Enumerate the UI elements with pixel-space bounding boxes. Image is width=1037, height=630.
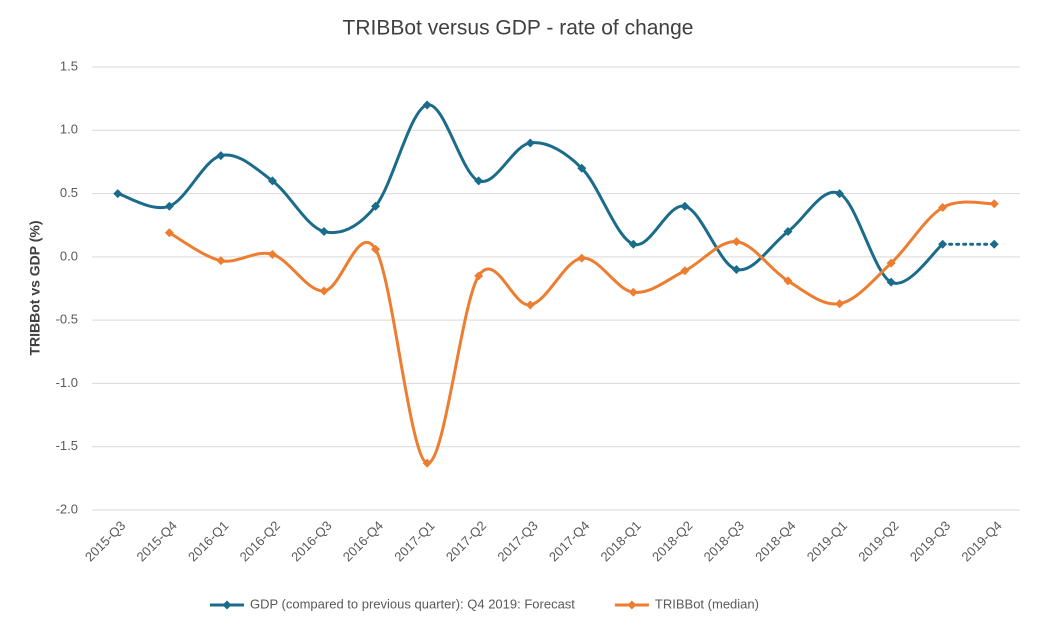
legend-item: TRIBBot (median) (614, 596, 759, 611)
y-tick-label: 1.0 (60, 122, 78, 137)
data-point (938, 239, 948, 249)
data-point (577, 253, 587, 263)
chart-title: TRIBBot versus GDP - rate of change (343, 17, 694, 40)
data-point (577, 163, 587, 173)
x-tick-label: 2019-Q3 (907, 518, 953, 564)
data-point (113, 189, 123, 199)
data-point (267, 176, 277, 186)
data-point (783, 227, 793, 237)
data-point (835, 299, 845, 309)
data-point (680, 201, 690, 211)
data-point (267, 249, 277, 259)
x-tick-label: 2018-Q4 (752, 518, 798, 564)
y-tick-label: 1.5 (60, 58, 78, 73)
data-point (422, 100, 432, 110)
data-point (680, 266, 690, 276)
data-point (835, 189, 845, 199)
legend-item: GDP (compared to previous quarter): Q4 2… (210, 596, 575, 611)
x-tick-label: 2017-Q3 (494, 518, 540, 564)
data-point (164, 201, 174, 211)
data-point (783, 276, 793, 286)
data-point (319, 286, 329, 296)
data-point (628, 239, 638, 249)
x-tick-label: 2017-Q4 (546, 518, 592, 564)
y-tick-label: -0.5 (56, 312, 78, 327)
data-point (989, 239, 999, 249)
data-point (886, 277, 896, 287)
legend-marker (627, 600, 637, 610)
data-point (164, 228, 174, 238)
x-tick-label: 2018-Q1 (598, 518, 644, 564)
series-line (168, 200, 995, 465)
x-tick-label: 2016-Q1 (185, 518, 231, 564)
legend-label: GDP (compared to previous quarter): Q4 2… (250, 596, 575, 611)
y-tick-label: 0.5 (60, 185, 78, 200)
x-tick-label: 2018-Q3 (701, 518, 747, 564)
x-tick-label: 2018-Q2 (649, 518, 695, 564)
data-point (938, 202, 948, 212)
data-point (474, 271, 484, 281)
data-point (216, 256, 226, 266)
x-tick-label: 2017-Q2 (443, 518, 489, 564)
data-point (731, 265, 741, 275)
x-tick-label: 2016-Q3 (288, 518, 334, 564)
data-point (422, 458, 432, 468)
y-tick-label: -1.0 (56, 375, 78, 390)
data-point (886, 258, 896, 268)
data-point (371, 201, 381, 211)
data-point (371, 244, 381, 254)
data-point (628, 287, 638, 297)
data-point (216, 151, 226, 161)
x-tick-label: 2016-Q2 (237, 518, 283, 564)
data-point (474, 176, 484, 186)
data-point (525, 300, 535, 310)
legend-marker (222, 600, 232, 610)
x-tick-label: 2019-Q1 (804, 518, 850, 564)
x-tick-label: 2017-Q1 (391, 518, 437, 564)
x-tick-label: 2015-Q4 (134, 518, 180, 564)
data-point (989, 199, 999, 209)
data-point (731, 237, 741, 247)
x-tick-label: 2015-Q3 (82, 518, 128, 564)
y-tick-label: -2.0 (56, 501, 78, 516)
y-axis-label: TRIBBot vs GDP (%) (27, 220, 43, 355)
y-tick-label: -1.5 (56, 438, 78, 453)
y-tick-label: 0.0 (60, 248, 78, 263)
x-tick-label: 2019-Q4 (958, 518, 1004, 564)
data-point (319, 227, 329, 237)
x-tick-label: 2019-Q2 (855, 518, 901, 564)
x-tick-label: 2016-Q4 (340, 518, 386, 564)
data-point (525, 138, 535, 148)
legend-label: TRIBBot (median) (655, 596, 759, 611)
